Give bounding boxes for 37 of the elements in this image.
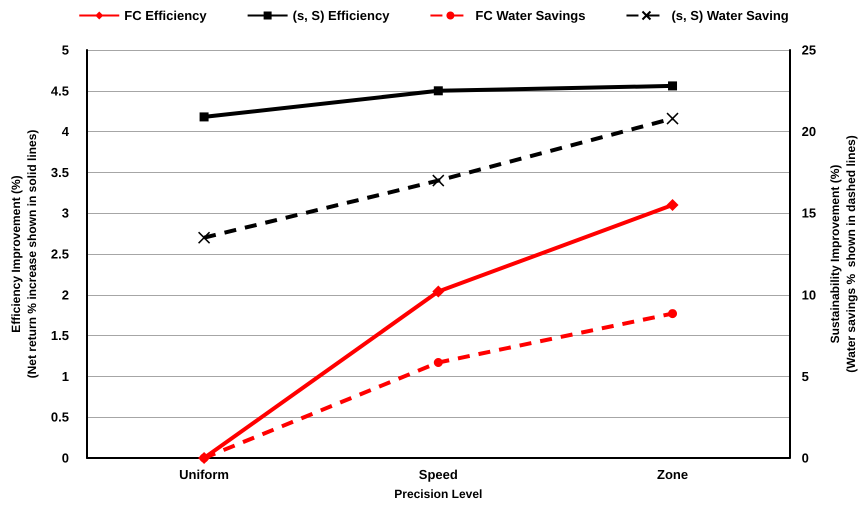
point	[666, 112, 679, 125]
point	[666, 199, 679, 212]
point	[432, 174, 445, 187]
point	[200, 112, 209, 122]
y-tick-label: 4.5	[50, 83, 69, 98]
y2-tick-label: 15	[802, 206, 816, 221]
y2-tick-label: 25	[802, 42, 816, 58]
point	[432, 286, 444, 298]
legend-label: FC Water Savings	[475, 8, 586, 23]
x-tick-label: Uniform	[179, 467, 230, 482]
y-tick-label: 0.5	[50, 410, 69, 425]
point	[668, 81, 678, 90]
y-tick-label: 2	[62, 287, 69, 302]
y-tick-label: 3	[62, 206, 69, 221]
y-tick-label: 5	[62, 42, 69, 58]
y2-tick-label: 10	[802, 287, 816, 302]
y2-axis-title: Sustainability Improvement (%) (Water savings % shown in dashed lines)	[828, 135, 858, 373]
y-tick-label: 2.5	[50, 246, 69, 262]
legend-label: (s, S) Water Saving	[671, 8, 789, 23]
y-axis-title: Efficiency Improvement (%) (Net return % increase shown in solid lines)	[9, 130, 39, 378]
y-tick-label: 1	[62, 368, 69, 384]
point	[668, 309, 678, 318]
x-tick-label: Speed	[418, 467, 458, 482]
point	[198, 231, 210, 244]
y2-tick-label: 20	[802, 124, 816, 140]
point	[434, 86, 443, 96]
y2-tick-label: 5	[802, 368, 809, 384]
y2-tick-label: 0	[802, 450, 809, 466]
legend-label: (s, S) Efficiency	[292, 8, 390, 23]
legend-label: FC Efficiency	[124, 8, 208, 23]
y-tick-label: 1.5	[50, 328, 69, 344]
y-tick-label: 3.5	[50, 164, 69, 180]
x-axis-title: Precision Level	[394, 487, 482, 501]
y-tick-label: 4	[62, 124, 70, 140]
x-tick-label: Zone	[656, 467, 688, 482]
y-tick-label: 0	[62, 450, 69, 466]
point	[434, 358, 443, 368]
